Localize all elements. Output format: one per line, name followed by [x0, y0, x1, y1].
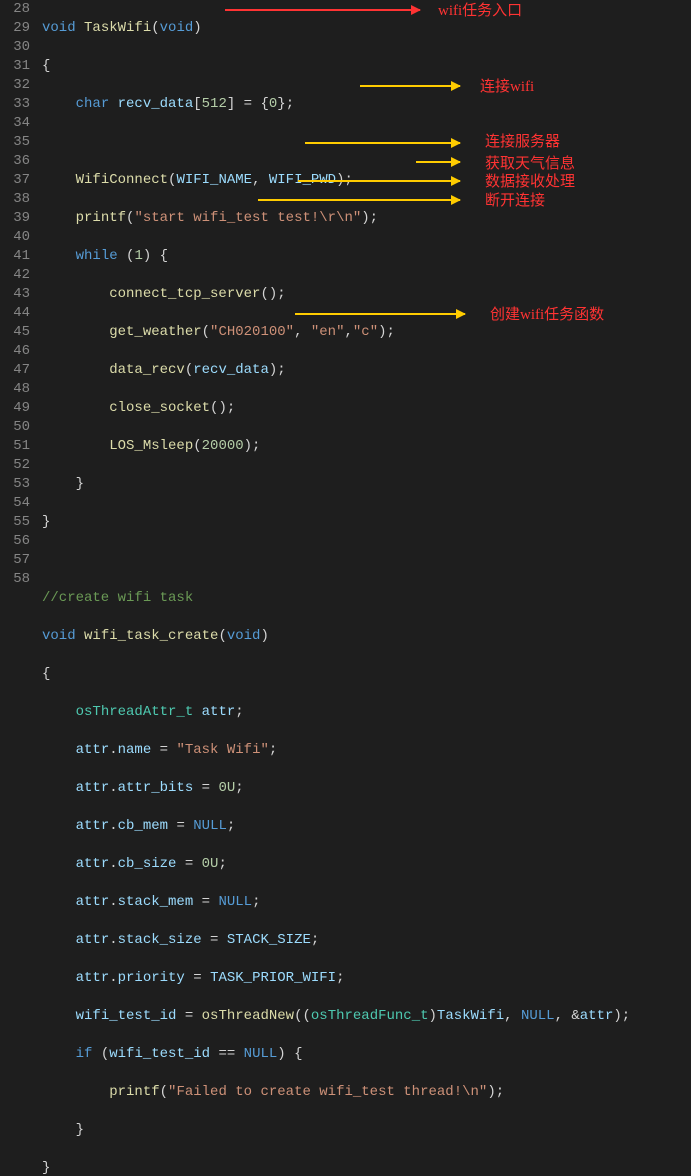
- code-line: printf("start wifi_test test!\r\n");: [42, 209, 691, 228]
- code-line: //create wifi task: [42, 589, 691, 608]
- line-number: 58: [8, 570, 30, 589]
- code-area[interactable]: void TaskWifi(void) { char recv_data[512…: [42, 0, 691, 588]
- code-line: }: [42, 1159, 691, 1176]
- line-number: 33: [8, 95, 30, 114]
- code-line: printf("Failed to create wifi_test threa…: [42, 1083, 691, 1102]
- line-number: 44: [8, 304, 30, 323]
- code-line: [42, 551, 691, 570]
- code-line: {: [42, 57, 691, 76]
- line-number: 36: [8, 152, 30, 171]
- code-line: void TaskWifi(void): [42, 19, 691, 38]
- line-number: 47: [8, 361, 30, 380]
- line-number: 31: [8, 57, 30, 76]
- code-line: }: [42, 513, 691, 532]
- line-number: 42: [8, 266, 30, 285]
- code-line: void wifi_task_create(void): [42, 627, 691, 646]
- line-number: 32: [8, 76, 30, 95]
- line-number: 51: [8, 437, 30, 456]
- code-line: attr.cb_mem = NULL;: [42, 817, 691, 836]
- code-line: attr.cb_size = 0U;: [42, 855, 691, 874]
- code-line: }: [42, 1121, 691, 1140]
- code-line: }: [42, 475, 691, 494]
- line-number: 35: [8, 133, 30, 152]
- code-line: attr.stack_mem = NULL;: [42, 893, 691, 912]
- code-line: [42, 133, 691, 152]
- code-line: {: [42, 665, 691, 684]
- line-number: 45: [8, 323, 30, 342]
- code-line: connect_tcp_server();: [42, 285, 691, 304]
- line-number: 56: [8, 532, 30, 551]
- line-number: 34: [8, 114, 30, 133]
- line-number: 37: [8, 171, 30, 190]
- line-number: 55: [8, 513, 30, 532]
- line-number-gutter: 2829303132333435363738394041424344454647…: [0, 0, 42, 588]
- line-number: 29: [8, 19, 30, 38]
- code-line: char recv_data[512] = {0};: [42, 95, 691, 114]
- line-number: 50: [8, 418, 30, 437]
- code-line: wifi_test_id = osThreadNew((osThreadFunc…: [42, 1007, 691, 1026]
- line-number: 30: [8, 38, 30, 57]
- line-number: 57: [8, 551, 30, 570]
- code-line: get_weather("CH020100", "en","c");: [42, 323, 691, 342]
- code-line: attr.stack_size = STACK_SIZE;: [42, 931, 691, 950]
- line-number: 43: [8, 285, 30, 304]
- code-line: data_recv(recv_data);: [42, 361, 691, 380]
- code-line: if (wifi_test_id == NULL) {: [42, 1045, 691, 1064]
- code-line: osThreadAttr_t attr;: [42, 703, 691, 722]
- line-number: 40: [8, 228, 30, 247]
- line-number: 54: [8, 494, 30, 513]
- code-line: attr.priority = TASK_PRIOR_WIFI;: [42, 969, 691, 988]
- line-number: 38: [8, 190, 30, 209]
- line-number: 28: [8, 0, 30, 19]
- line-number: 41: [8, 247, 30, 266]
- code-line: LOS_Msleep(20000);: [42, 437, 691, 456]
- code-line: while (1) {: [42, 247, 691, 266]
- code-line: close_socket();: [42, 399, 691, 418]
- line-number: 49: [8, 399, 30, 418]
- code-line: WifiConnect(WIFI_NAME, WIFI_PWD);: [42, 171, 691, 190]
- line-number: 39: [8, 209, 30, 228]
- line-number: 52: [8, 456, 30, 475]
- line-number: 48: [8, 380, 30, 399]
- code-editor: 2829303132333435363738394041424344454647…: [0, 0, 691, 588]
- line-number: 46: [8, 342, 30, 361]
- code-line: attr.attr_bits = 0U;: [42, 779, 691, 798]
- line-number: 53: [8, 475, 30, 494]
- code-line: attr.name = "Task Wifi";: [42, 741, 691, 760]
